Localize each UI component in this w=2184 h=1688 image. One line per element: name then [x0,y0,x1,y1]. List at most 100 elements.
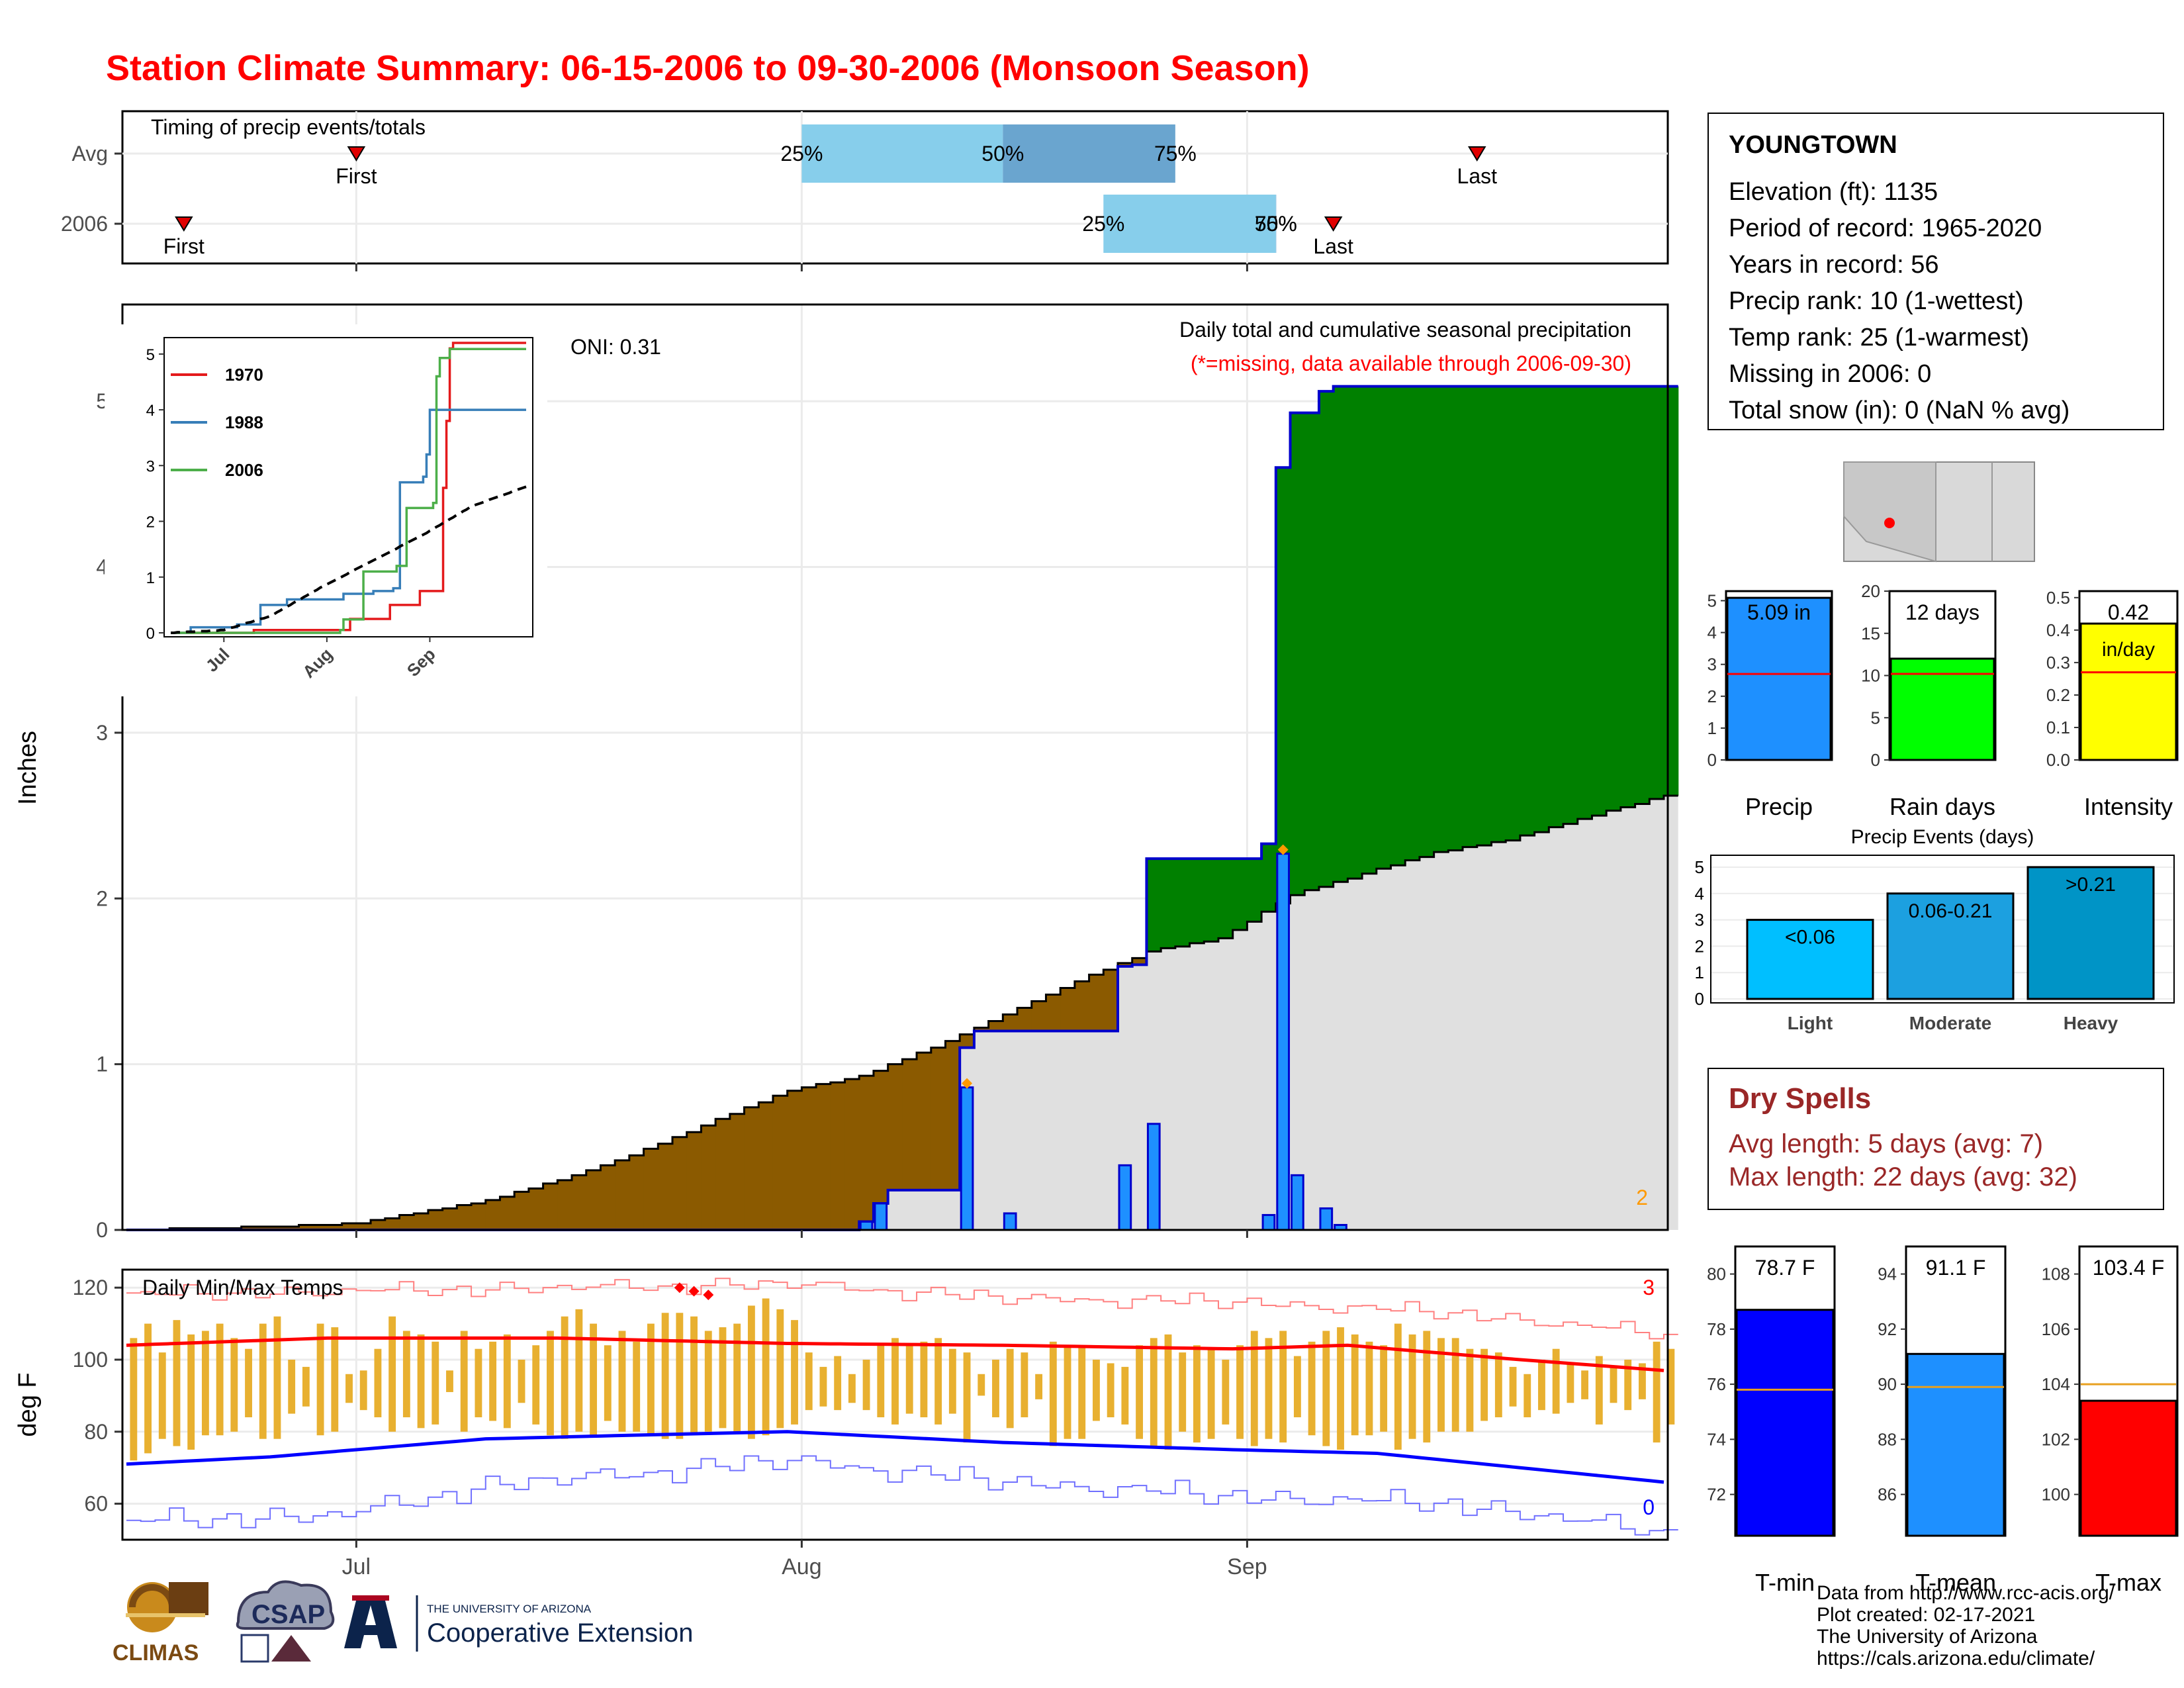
inset-y-tick-label: 4 [146,402,155,420]
daily-temp-range-bar [1035,1374,1043,1399]
daily-temp-range-bar [1136,1345,1144,1439]
record-low-count: 0 [1643,1495,1655,1519]
deficit-segment [528,1188,544,1230]
inset-y-tick-label: 0 [146,625,155,643]
mini-y-tick-label: 104 [2042,1374,2070,1394]
timing-row-label: 2006 [61,212,108,236]
mini-y-tick-label: 94 [1878,1264,1897,1284]
mini-category-label-tmean_avg: T-mean [1915,1569,1996,1596]
mini-y-tick-label: 4 [1707,623,1717,643]
surplus-segment [1491,386,1506,843]
daily-temp-range-bar [920,1341,928,1418]
daily-temp-range-bar [1365,1341,1373,1436]
deficit-segment [715,1119,731,1230]
deficit-segment [686,1132,702,1230]
deficit-segment [414,1213,429,1230]
deficit-segment [960,1034,975,1048]
deficit-segment [917,1053,932,1190]
deficit-segment [241,1226,256,1230]
mini-y-tick-label: 72 [1707,1485,1726,1505]
record-high-marker [703,1289,714,1301]
daily-temp-range-bar [1164,1334,1172,1450]
daily-temp-range-bar [1179,1352,1187,1432]
daily-temp-range-bar [1006,1348,1014,1429]
daily-temp-range-bar [1581,1370,1589,1399]
timing-bar-upper-quartile [1275,195,1277,253]
deficit-segment [629,1155,645,1230]
events-bar-label: <0.06 [1785,927,1835,949]
daily-temp-range-bar [1667,1348,1675,1425]
deficit-segment [284,1226,300,1230]
inset-legend-label: 1970 [225,365,263,385]
credit-data-source: Data from http://www.rcc-acis.org/ [1817,1582,2115,1604]
station-elevation: Elevation (ft): 1135 [1729,178,1938,206]
timing-first-label: First [163,234,205,258]
daily-temp-range-bar [417,1334,425,1429]
deficit-segment [485,1199,501,1230]
surplus-segment [1620,386,1636,808]
mini-y-tick-label: 0.4 [2046,620,2070,640]
ua-logo-small-text: THE UNIVERSITY OF ARIZONA [427,1603,592,1615]
deficit-segment [500,1196,515,1230]
surplus-segment [1635,386,1650,804]
temp-x-tick-label: Aug [782,1554,822,1579]
temp-y-axis-label: deg F [14,1372,42,1436]
daily-temp-range-bar [1437,1338,1445,1432]
events-y-tick-label: 3 [1695,910,1704,930]
mini-y-tick-label: 5 [1871,708,1880,727]
surplus-segment [1419,386,1435,857]
deficit-segment [514,1192,529,1230]
deficit-segment [816,1084,831,1230]
surplus-segment [1204,859,1219,942]
timing-row-label: Avg [71,142,108,165]
daily-temp-range-bar [432,1341,439,1425]
events-frame [1710,855,2175,1004]
record-max-line [126,1278,1678,1340]
daily-temp-range-bar [374,1348,382,1418]
daily-temp-range-bar [733,1323,741,1432]
daily-temp-range-bar [331,1327,339,1432]
deficit-segment [471,1203,486,1230]
mini-y-tick-label: 78 [1707,1319,1726,1339]
daily-temp-range-bar [1308,1341,1316,1436]
deficit-segment [988,1021,1003,1031]
deficit-segment [586,1170,602,1230]
mini-category-label-tmin_avg: T-min [1755,1569,1815,1596]
surplus-segment [1506,386,1521,841]
daily-temp-range-bar [776,1309,784,1429]
daily-temp-range-bar [1494,1352,1502,1418]
daily-temp-range-bar [316,1323,324,1436]
deficit-segment [371,1219,386,1230]
deficit-segment [658,1143,673,1230]
climatology-line [126,794,1678,1231]
surplus-segment [1189,859,1205,943]
temp-panel-frame [121,1268,1669,1541]
daily-temp-range-bar [877,1345,885,1418]
station-temp-rank: Temp rank: 25 (1-warmest) [1729,324,2030,352]
surplus-segment [1477,386,1492,846]
daily-temp-range-bar [1653,1341,1661,1443]
temp-panel-title: Daily Min/Max Temps [142,1276,343,1299]
temp-y-tick-label: 120 [73,1276,108,1299]
daily-temp-range-bar [805,1352,813,1411]
events-y-tick-label: 2 [1695,936,1704,956]
climas-logo: CLIMAS [113,1582,208,1665]
daily-temp-range-bar [575,1309,583,1432]
daily-temp-range-bar [633,1341,641,1432]
deficit-segment [385,1218,400,1230]
mini-value-bar-tmean_avg [1906,1352,2005,1537]
daily-precip-bar [859,1220,874,1231]
daily-temp-range-bar [1538,1360,1545,1411]
credit-plot-created: Plot created: 02-17-2021 [1817,1604,2036,1626]
inset-y-tick-label: 3 [146,457,155,475]
surplus-segment [1563,386,1578,824]
daily-temp-range-bar [747,1305,755,1439]
daily-temp-range-bar [503,1334,511,1429]
events-y-tick-label: 4 [1695,884,1704,904]
daily-temp-range-bar [848,1374,856,1403]
daily-temp-range-bar [532,1345,540,1425]
mini-value-label-tmax_avg: 103.4 F [2093,1256,2165,1280]
daily-temp-range-bar [905,1345,913,1414]
daily-temp-range-bar [1322,1331,1330,1446]
